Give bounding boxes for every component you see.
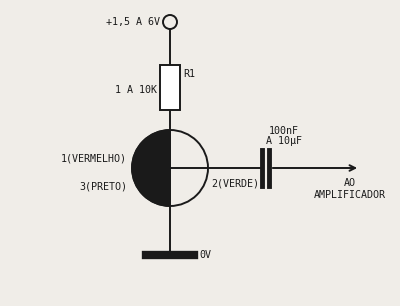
Bar — [160, 65, 180, 110]
Text: AO: AO — [344, 178, 356, 188]
Polygon shape — [132, 130, 170, 206]
Text: 1 A 10K: 1 A 10K — [115, 84, 157, 95]
Text: 100nF: 100nF — [268, 126, 298, 136]
Text: 1(VERMELHO): 1(VERMELHO) — [61, 153, 127, 163]
Text: A 10μF: A 10μF — [266, 136, 302, 146]
Text: AMPLIFICADOR: AMPLIFICADOR — [314, 190, 386, 200]
Text: 3(PRETO): 3(PRETO) — [79, 181, 127, 191]
Text: 2(VERDE): 2(VERDE) — [211, 178, 259, 188]
Text: 0V: 0V — [199, 250, 211, 260]
Text: +1,5 A 6V: +1,5 A 6V — [106, 17, 160, 27]
Text: R1: R1 — [183, 69, 195, 79]
